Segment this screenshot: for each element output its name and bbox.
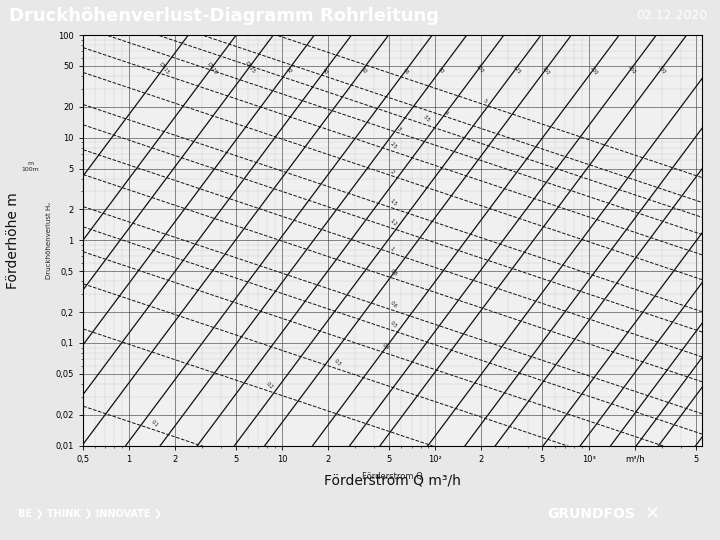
Text: 150: 150 xyxy=(541,65,551,76)
Text: 3.5: 3.5 xyxy=(422,114,431,124)
Text: 4: 4 xyxy=(444,110,449,116)
Text: 2.5: 2.5 xyxy=(389,141,398,150)
Text: m
100m: m 100m xyxy=(22,161,39,172)
Text: BE ❯ THINK ❯ INNOVATE ❯: BE ❯ THINK ❯ INNOVATE ❯ xyxy=(18,509,162,519)
Text: 0.1: 0.1 xyxy=(150,420,158,428)
Text: 02.12.2020: 02.12.2020 xyxy=(636,9,707,22)
Text: Förderhöhe m: Förderhöhe m xyxy=(6,192,20,289)
Text: 50: 50 xyxy=(359,66,367,75)
Text: 0.3: 0.3 xyxy=(333,359,342,367)
Text: 250: 250 xyxy=(627,64,636,75)
Text: Druckhöhenverlust Hᵥ: Druckhöhenverlust Hᵥ xyxy=(46,202,52,279)
Text: 65: 65 xyxy=(402,67,410,75)
Text: 80: 80 xyxy=(437,67,445,75)
Text: 0.4: 0.4 xyxy=(381,342,390,352)
Text: DN15: DN15 xyxy=(158,62,170,76)
Text: 3: 3 xyxy=(396,126,401,132)
Text: 0.5: 0.5 xyxy=(389,320,398,329)
Text: 100: 100 xyxy=(475,63,485,74)
Text: 2: 2 xyxy=(389,169,395,175)
Text: 300: 300 xyxy=(657,65,666,75)
Text: DN25: DN25 xyxy=(243,61,256,75)
Text: 0.8: 0.8 xyxy=(389,268,398,277)
Text: Förderstrom Q: Förderstrom Q xyxy=(362,472,423,481)
Text: 1.2: 1.2 xyxy=(389,218,398,227)
Text: 5: 5 xyxy=(482,98,487,104)
Text: Förderstrom Q m³/h: Förderstrom Q m³/h xyxy=(324,474,461,488)
Text: 1.5: 1.5 xyxy=(389,198,398,207)
Text: 32: 32 xyxy=(285,66,293,75)
Text: GRUNDFOS: GRUNDFOS xyxy=(547,508,635,522)
Text: 0.2: 0.2 xyxy=(265,381,274,390)
Text: 200: 200 xyxy=(589,65,598,76)
Text: 125: 125 xyxy=(511,64,521,75)
Text: DN20: DN20 xyxy=(206,62,218,76)
Text: 0.6: 0.6 xyxy=(389,300,398,309)
Text: Druckhöhenverlust-Diagramm Rohrleitung: Druckhöhenverlust-Diagramm Rohrleitung xyxy=(9,6,438,25)
Text: 40: 40 xyxy=(321,68,329,76)
Text: 1: 1 xyxy=(389,246,395,252)
Text: ✕: ✕ xyxy=(644,505,660,523)
